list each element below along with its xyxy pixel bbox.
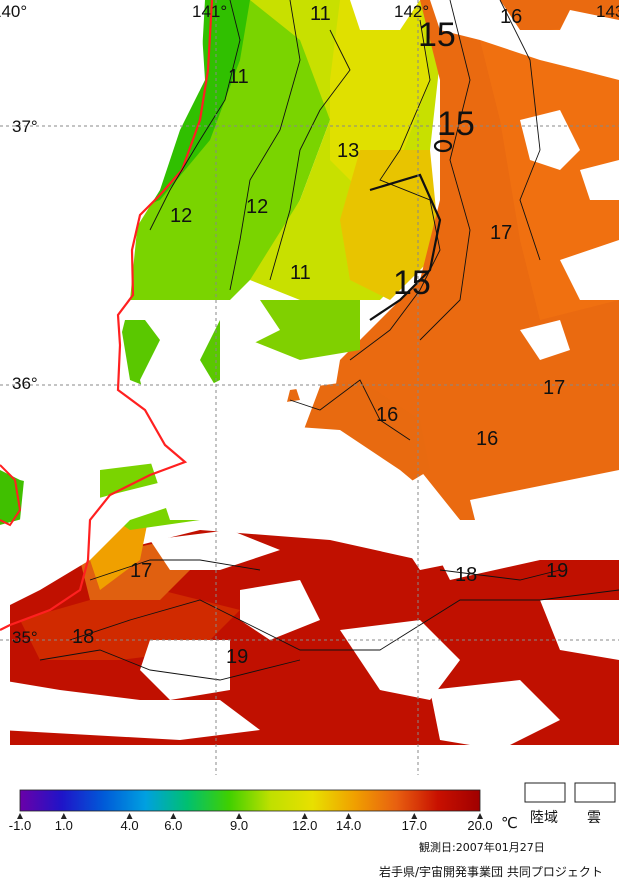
lat-label-37: 37° [12, 117, 38, 136]
land-label: 陸域 [530, 810, 558, 826]
unit-label: ℃ [501, 814, 518, 832]
color-scale-tick-label: 12.0 [292, 818, 317, 833]
contour-label: 17 [490, 222, 513, 244]
cloud-swatch [574, 782, 616, 803]
color-scale-gradient [19, 789, 481, 812]
contour-label: 18 [72, 626, 95, 648]
contour-label: 11 [310, 3, 331, 25]
cloud-mask [0, 0, 619, 775]
color-scale-tick-label: 1.0 [55, 818, 73, 833]
color-scale-tick-label: 4.0 [120, 818, 138, 833]
land-swatch [524, 782, 566, 803]
contour-label: 16 [376, 404, 399, 426]
color-scale-tick-mark [477, 813, 483, 819]
color-scale-tick-mark [345, 813, 352, 819]
color-scale-ticks [17, 813, 483, 819]
contour-label: 11 [228, 66, 249, 88]
coastline-outline [0, 0, 214, 631]
color-scale-tick-label: 6.0 [164, 818, 182, 833]
color-scale-tick-label: 17.0 [402, 818, 427, 833]
color-scale-bar: -1.0 1.0 4.0 6.0 9.0 12.0 14.0 17.0 20.0 [9, 782, 616, 833]
land-outline-west [0, 464, 22, 527]
observation-date: 観測日:2007年01月27日 [419, 841, 545, 854]
color-scale-tick-label: -1.0 [9, 818, 31, 833]
contour-label: 16 [500, 6, 523, 28]
contour-label: 13 [337, 140, 360, 162]
lon-label-141: 141° [192, 2, 228, 21]
lat-label-35: 35° [12, 628, 38, 647]
legend: -1.0 1.0 4.0 6.0 9.0 12.0 14.0 17.0 20.0 ℃ 陸域 雲 … [0, 775, 619, 881]
contour-label: 19 [546, 560, 569, 582]
lat-lon-grid [0, 0, 619, 775]
contour-label: 12 [246, 196, 269, 218]
color-scale-tick-mark [411, 813, 418, 819]
lon-label-143: 143° [596, 2, 619, 21]
contour-label: 18 [455, 564, 478, 586]
contour-label: 11 [290, 262, 311, 284]
contour-label: 15 [418, 16, 456, 54]
lat-label-36: 36° [12, 374, 38, 393]
sea-surface-temperature-map [0, 0, 619, 775]
contour-label: 15 [437, 105, 475, 143]
color-scale-tick-mark [236, 813, 243, 819]
lon-label-142: 142° [394, 2, 430, 21]
cloud-label: 雲 [587, 810, 601, 826]
contour-label: 19 [226, 646, 249, 668]
color-scale-tick-mark [126, 813, 133, 819]
color-scale-tick-mark [60, 813, 67, 819]
color-scale-tick-mark [301, 813, 308, 819]
contour-label: 15 [393, 264, 431, 302]
lon-label-140: 140° [0, 2, 28, 21]
color-scale-tick-labels: -1.0 1.0 4.0 6.0 9.0 12.0 14.0 17.0 20.0 [9, 818, 493, 833]
contour-label: 12 [170, 205, 193, 227]
color-scale-tick-mark [17, 813, 23, 819]
contour-label: 17 [543, 377, 566, 399]
color-scale-tick-label: 14.0 [336, 818, 361, 833]
contour-label: 17 [130, 560, 153, 582]
color-scale-tick-label: 9.0 [230, 818, 248, 833]
project-credit: 岩手県/宇宙開発事業団 共同プロジェクト [379, 865, 603, 879]
color-scale-tick-mark [170, 813, 177, 819]
color-scale-tick-label: 20.0 [467, 818, 492, 833]
contour-label: 16 [476, 428, 499, 450]
